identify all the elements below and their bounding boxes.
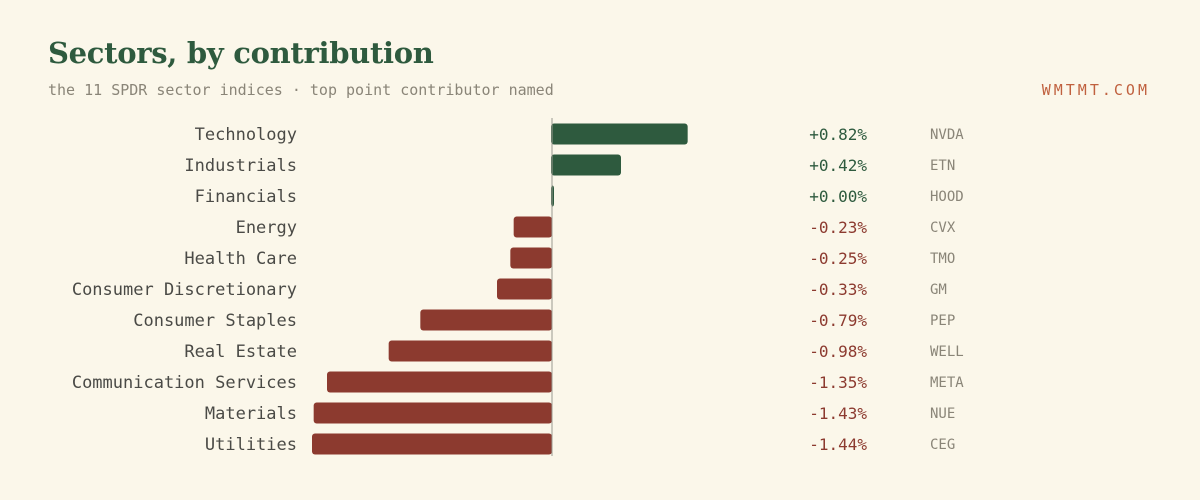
value-label-energy: -0.23% xyxy=(809,218,867,237)
ticker-label-utilities: CEG xyxy=(930,437,955,453)
ticker-label-real-estate: WELL xyxy=(930,344,964,360)
bar-industrials[interactable] xyxy=(551,154,621,176)
ticker-label-consumer-staples: PEP xyxy=(930,313,955,329)
page-subtitle: the 11 SPDR sector indices · top point c… xyxy=(48,81,554,99)
value-label-industrials: +0.42% xyxy=(809,156,867,175)
category-label-materials: Materials xyxy=(205,404,297,424)
category-label-utilities: Utilities xyxy=(205,435,297,455)
value-label-health-care: -0.25% xyxy=(809,249,867,268)
ticker-label-technology: NVDA xyxy=(930,127,964,143)
ticker-label-communication-services: META xyxy=(930,375,964,391)
value-label-utilities: -1.44% xyxy=(809,435,867,454)
ticker-label-financials: HOOD xyxy=(930,189,964,205)
value-label-consumer-staples: -0.79% xyxy=(809,311,867,330)
category-label-consumer-staples: Consumer Staples xyxy=(133,311,297,331)
bar-consumer-staples[interactable] xyxy=(420,309,552,331)
ticker-label-energy: CVX xyxy=(930,220,956,236)
value-label-real-estate: -0.98% xyxy=(809,342,867,361)
category-label-technology: Technology xyxy=(195,125,297,145)
bar-health-care[interactable] xyxy=(510,247,552,269)
category-label-real-estate: Real Estate xyxy=(184,342,297,362)
value-label-communication-services: -1.35% xyxy=(809,373,867,392)
value-label-materials: -1.43% xyxy=(809,404,867,423)
category-label-health-care: Health Care xyxy=(184,249,297,269)
bar-real-estate[interactable] xyxy=(388,340,552,362)
value-label-technology: +0.82% xyxy=(809,125,867,144)
page-title: Sectors, by contribution xyxy=(48,36,434,70)
bar-energy[interactable] xyxy=(513,216,552,238)
bar-consumer-discretionary[interactable] xyxy=(497,278,552,300)
category-label-communication-services: Communication Services xyxy=(72,373,297,393)
ticker-label-industrials: ETN xyxy=(930,158,955,174)
value-label-financials: +0.00% xyxy=(809,187,867,206)
bar-utilities[interactable] xyxy=(312,433,552,455)
category-label-consumer-discretionary: Consumer Discretionary xyxy=(72,280,297,300)
category-label-industrials: Industrials xyxy=(184,156,297,176)
category-label-energy: Energy xyxy=(236,218,297,238)
category-label-financials: Financials xyxy=(195,187,297,207)
brand-link[interactable]: WMTMT.COM xyxy=(1041,81,1150,99)
ticker-label-consumer-discretionary: GM xyxy=(930,282,947,298)
value-label-consumer-discretionary: -0.33% xyxy=(809,280,867,299)
ticker-label-health-care: TMO xyxy=(930,251,955,267)
bar-communication-services[interactable] xyxy=(327,371,552,393)
bar-materials[interactable] xyxy=(313,402,552,424)
ticker-label-materials: NUE xyxy=(930,406,955,422)
bar-technology[interactable] xyxy=(551,123,688,145)
